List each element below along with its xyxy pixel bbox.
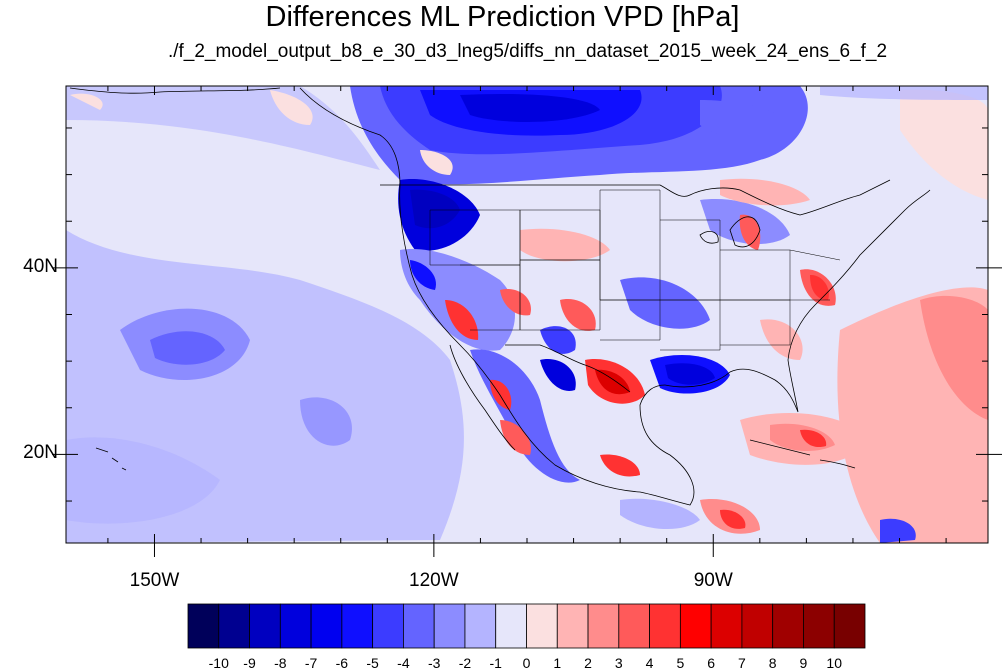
colorbar [187, 603, 866, 649]
colorbar-swatch [772, 603, 804, 649]
colorbar-swatch [403, 603, 435, 649]
x-tick-label: 120W [409, 570, 459, 591]
colorbar-swatch [310, 603, 343, 649]
colorbar-swatch [495, 603, 527, 649]
colorbar-swatch [649, 603, 681, 649]
colorbar-swatch [433, 603, 466, 649]
colorbar-swatch [587, 603, 620, 649]
colorbar-swatch [279, 603, 312, 649]
colorbar-label: -8 [274, 655, 287, 671]
colorbar-label: 0 [522, 655, 531, 671]
colorbar-swatch [679, 603, 712, 649]
y-tick-label: 40N [23, 255, 58, 277]
coastlines [69, 87, 931, 506]
x-tick-label: 90W [693, 570, 733, 591]
colorbar-swatch [803, 603, 835, 649]
colorbar-swatch [464, 603, 497, 649]
colorbar-label: 2 [584, 655, 592, 671]
colorbar-label: 10 [826, 655, 842, 671]
colorbar-label: 3 [614, 655, 623, 671]
state-borders [429, 189, 841, 351]
colorbar-swatch [187, 603, 220, 649]
colorbar-label: 8 [768, 655, 777, 671]
colorbar-swatch [556, 603, 589, 649]
colorbar-swatch [710, 603, 743, 649]
colorbar-label: 9 [799, 655, 808, 671]
colorbar-swatch [618, 603, 650, 649]
axis-ticks [52, 86, 1002, 557]
colorbar-swatch [249, 603, 281, 649]
difference-field [66, 86, 988, 543]
colorbar-label: 5 [676, 655, 685, 671]
map-subtitle: ./f_2_model_output_b8_e_30_d3_lneg5/diff… [167, 41, 888, 62]
colorbar-swatch [341, 603, 374, 649]
colorbar-label: 6 [707, 655, 716, 671]
colorbar-label: -10 [208, 655, 229, 671]
colorbar-swatch [833, 603, 866, 649]
colorbar-label: -2 [458, 655, 472, 671]
y-tick-label: 20N [23, 442, 58, 464]
colorbar-label: -3 [427, 655, 441, 671]
colorbar-swatch [218, 603, 250, 649]
x-tick-label: 150W [129, 570, 180, 591]
map-title: Differences ML Prediction VPD [hPa] [265, 1, 740, 33]
colorbar-label: -4 [397, 655, 410, 671]
colorbar-label: -1 [489, 655, 502, 671]
colorbar-label: -9 [243, 655, 256, 671]
colorbar-label: -6 [335, 655, 349, 671]
colorbar-label: 4 [645, 655, 654, 671]
colorbar-label: -7 [304, 655, 318, 671]
colorbar-label: -5 [366, 655, 379, 671]
colorbar-label: 7 [738, 655, 746, 671]
colorbar-swatch [372, 603, 404, 649]
colorbar-label: 1 [553, 655, 562, 671]
colorbar-swatch [526, 603, 558, 649]
colorbar-swatch [741, 603, 774, 649]
